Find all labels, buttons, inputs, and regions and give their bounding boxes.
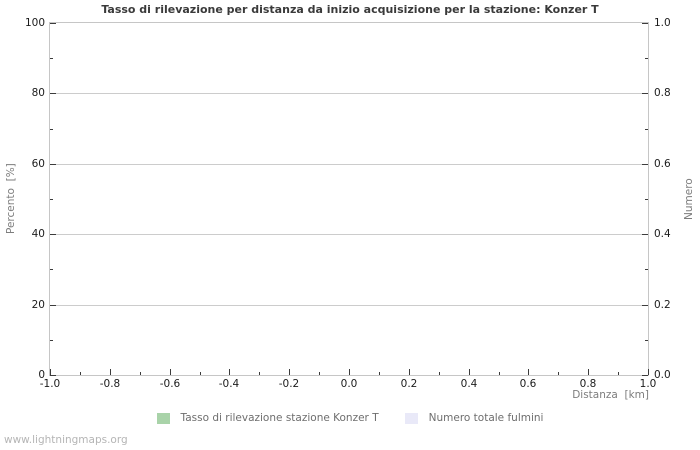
chart-title: Tasso di rilevazione per distanza da ini… <box>101 3 599 16</box>
x-tick-label: -0.8 <box>99 378 121 390</box>
y-tick-mark-left <box>50 23 56 24</box>
y-tick-label-right: 1.0 <box>654 17 671 29</box>
x-tick-label: -0.6 <box>159 378 181 390</box>
legend-label: Numero totale fulmini <box>428 412 544 424</box>
x-tick-label: -1.0 <box>39 378 61 390</box>
x-tick-label: -0.2 <box>278 378 300 390</box>
gridline <box>50 234 648 235</box>
y-axis-label-left: Percento [%] <box>5 163 17 235</box>
x-tick-mark <box>349 369 350 375</box>
x-tick-mark <box>170 369 171 375</box>
x-tick-mark <box>289 369 290 375</box>
y-tick-mark-left <box>50 305 56 306</box>
x-tick-label: 0.2 <box>400 378 418 390</box>
legend-swatch <box>404 412 418 424</box>
x-axis-label: Distanza [km] <box>572 389 649 401</box>
gridline <box>50 93 648 94</box>
y-tick-mark-right <box>642 164 648 165</box>
x-tick-label: 0.4 <box>460 378 478 390</box>
y-tick-label-left: 40 <box>31 228 45 240</box>
y-tick-label-left: 100 <box>24 17 45 29</box>
y-minor-tick-mark-right <box>645 199 648 200</box>
y-minor-tick-mark-left <box>50 269 53 270</box>
legend-swatch <box>156 412 170 424</box>
y-tick-label-left: 20 <box>31 299 45 311</box>
y-minor-tick-mark-right <box>645 129 648 130</box>
y-tick-label-right: 0.2 <box>654 299 671 311</box>
y-tick-label-right: 0.8 <box>654 87 671 99</box>
y-tick-mark-right <box>642 234 648 235</box>
x-tick-mark <box>588 369 589 375</box>
x-minor-tick-mark <box>618 372 619 375</box>
y-tick-mark-right <box>642 305 648 306</box>
y-tick-label-right: 0.0 <box>654 369 671 381</box>
y-minor-tick-mark-left <box>50 58 53 59</box>
y-tick-mark-left <box>50 93 56 94</box>
x-minor-tick-mark <box>499 372 500 375</box>
x-tick-label: -0.4 <box>218 378 240 390</box>
x-tick-label: 0.8 <box>579 378 597 390</box>
x-tick-mark <box>110 369 111 375</box>
y-tick-label-right: 0.4 <box>654 228 671 240</box>
x-minor-tick-mark <box>259 372 260 375</box>
x-tick-mark <box>648 369 649 375</box>
x-minor-tick-mark <box>319 372 320 375</box>
y-minor-tick-mark-left <box>50 340 53 341</box>
y-tick-label-right: 0.6 <box>654 158 671 170</box>
y-tick-label-left: 60 <box>31 158 45 170</box>
x-tick-mark <box>50 369 51 375</box>
y-tick-mark-right <box>642 375 648 376</box>
x-tick-mark <box>528 369 529 375</box>
x-tick-label: 0.6 <box>519 378 537 390</box>
x-minor-tick-mark <box>379 372 380 375</box>
y-minor-tick-mark-right <box>645 340 648 341</box>
y-minor-tick-mark-right <box>645 269 648 270</box>
y-tick-mark-left <box>50 234 56 235</box>
x-minor-tick-mark <box>439 372 440 375</box>
y-minor-tick-mark-left <box>50 199 53 200</box>
x-minor-tick-mark <box>80 372 81 375</box>
gridline <box>50 164 648 165</box>
y-tick-mark-left <box>50 164 56 165</box>
legend-item: Tasso di rilevazione stazione Konzer T <box>156 412 379 424</box>
gridline <box>50 305 648 306</box>
x-tick-label: 0.0 <box>340 378 358 390</box>
legend-label: Tasso di rilevazione stazione Konzer T <box>180 412 379 424</box>
y-axis-label-right: Numero <box>683 178 695 220</box>
y-minor-tick-mark-left <box>50 129 53 130</box>
y-tick-mark-left <box>50 375 56 376</box>
x-tick-mark <box>469 369 470 375</box>
y-tick-mark-right <box>642 93 648 94</box>
y-tick-label-left: 0 <box>38 369 45 381</box>
x-minor-tick-mark <box>200 372 201 375</box>
y-tick-mark-right <box>642 23 648 24</box>
legend: Tasso di rilevazione stazione Konzer T Nu… <box>0 410 700 426</box>
legend-item: Numero totale fulmini <box>404 412 544 424</box>
x-tick-mark <box>229 369 230 375</box>
x-tick-mark <box>409 369 410 375</box>
plot-area <box>49 22 649 376</box>
x-tick-label: 1.0 <box>639 378 657 390</box>
y-minor-tick-mark-right <box>645 58 648 59</box>
x-minor-tick-mark <box>140 372 141 375</box>
x-minor-tick-mark <box>558 372 559 375</box>
watermark-link: www.lightningmaps.org <box>4 434 128 446</box>
y-tick-label-left: 80 <box>31 87 45 99</box>
